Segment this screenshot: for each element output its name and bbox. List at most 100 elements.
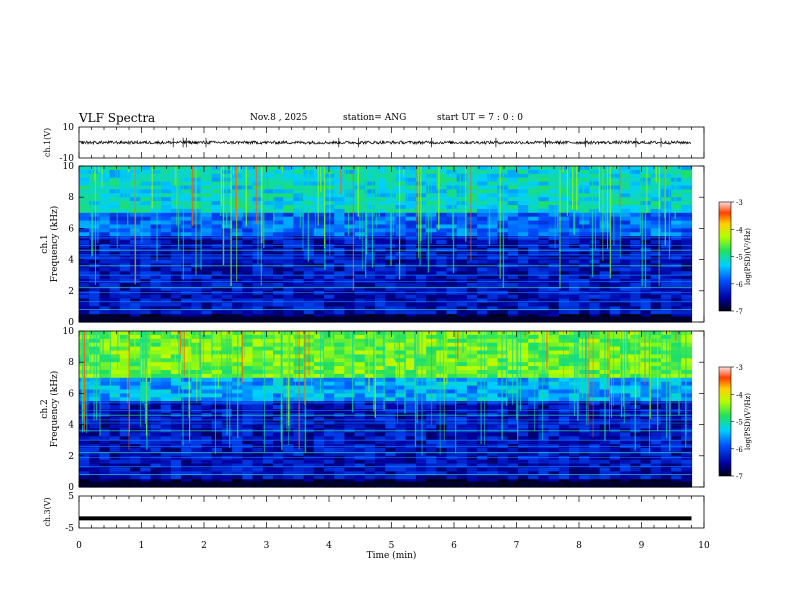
spectrogram-cell [589,425,600,430]
spectrogram-cell [671,425,682,430]
spectrogram-cell [467,221,478,226]
spectrogram-cell [426,252,437,256]
spectrogram-cell [273,240,284,245]
spectrogram-cell [202,217,213,222]
spectrogram-cell [528,209,539,214]
spectrogram-cell [416,310,427,315]
spectrogram-cell [467,390,478,395]
spectrogram-cell [171,362,182,367]
spectrogram-cell [406,260,417,265]
spectrogram-cell [589,440,600,445]
spectrogram-cell [161,197,172,202]
spectrogram-cell [457,362,468,367]
spectrogram-cell [651,295,662,300]
spectrogram-cell [651,335,662,340]
spectrogram-cell [99,201,110,206]
spectrogram-cell [406,267,417,272]
spectrogram-cell [681,366,692,371]
spectrogram-cell [232,275,243,280]
spectrogram-cell [161,221,172,226]
spectrogram-cell [89,209,100,214]
spectrogram-cell [651,471,662,476]
spectrogram-cell [99,468,110,473]
spectrogram-cell [589,354,600,359]
spectrogram-cell [385,378,396,383]
spectrogram-cell [293,295,304,300]
spectrogram-cell [396,193,407,198]
spectrogram-cell [538,213,549,218]
spectrogram-cell [355,464,366,469]
spectrogram-cell [579,299,590,304]
spectrogram-cell [110,201,121,206]
spectrogram-cell [99,440,110,445]
spectrogram-cell [110,260,121,265]
spectrogram-cell [487,468,498,473]
spectrogram-cell [334,456,345,461]
spectrogram-cell [283,295,294,300]
spectrogram-cell [508,295,519,300]
spectrogram-cell [641,291,652,296]
spectrogram-cell [528,193,539,198]
spectrogram-cell [416,306,427,311]
spectrogram-cell [559,303,570,308]
spectrogram-cell [579,217,590,222]
spectrogram-cell [304,275,315,280]
spectrogram-cell [110,393,121,398]
spectrogram-cell [671,252,682,256]
spectrogram-cell [477,351,488,356]
spectrogram-cell [242,378,253,383]
spectrogram-cell [191,409,202,414]
spectrogram-cell [253,370,264,375]
spectrogram-cell [630,217,641,222]
spectrogram-cell [161,343,172,348]
spectrogram-cell [681,335,692,340]
spectrogram-cell [436,213,447,218]
spectrogram-cell [79,197,90,202]
spectrogram-cell [191,475,202,480]
spectrogram-cell [538,475,549,480]
spectrogram-cell [589,471,600,476]
spectrogram-cell [355,244,366,249]
spectrogram-cell [641,471,652,476]
spectrogram-cell [344,390,355,395]
spectrogram-cell [579,347,590,352]
spectrogram-cell [232,182,243,187]
spectrogram-cell [273,291,284,296]
spectrogram-cell [579,166,590,171]
spectrogram-cell [538,252,549,256]
spectrogram-cell [253,405,264,410]
spectrogram-cell [630,213,641,218]
spectrogram-cell [110,378,121,383]
spectrogram-cell [242,390,253,395]
spectrogram-cell [130,471,141,476]
spectrogram-cell [681,397,692,402]
spectrogram-cell [355,283,366,288]
spectrogram-cell [304,221,315,226]
spectrogram-cell [212,425,223,430]
spectrogram-cell [344,366,355,371]
spectrogram-cell [181,236,192,241]
spectrogram-cell [355,267,366,272]
spectrogram-cell [538,386,549,391]
spectrogram-cell [589,217,600,222]
spectrogram-cell [487,347,498,352]
spectrogram-cell [171,390,182,395]
spectrogram-cell [610,475,621,480]
spectrogram-cell [212,303,223,308]
spectrogram-cell [436,464,447,469]
spectrogram-cell [151,260,162,265]
spectrogram-cell [518,221,529,226]
spectrogram-cell [324,174,335,179]
spectrogram-cell [314,409,325,414]
spectrogram-cell [579,236,590,241]
spectrogram-cell [477,186,488,191]
spectrogram-cell [293,468,304,473]
spectrogram-cell [528,178,539,183]
spectrogram-cell [569,295,580,300]
spectrogram-cell [181,186,192,191]
spectrogram-cell [651,252,662,256]
spectrogram-cell [477,475,488,480]
spectrogram-cell [681,228,692,233]
spectrogram-cell [161,193,172,198]
spectrogram-cell [161,448,172,453]
